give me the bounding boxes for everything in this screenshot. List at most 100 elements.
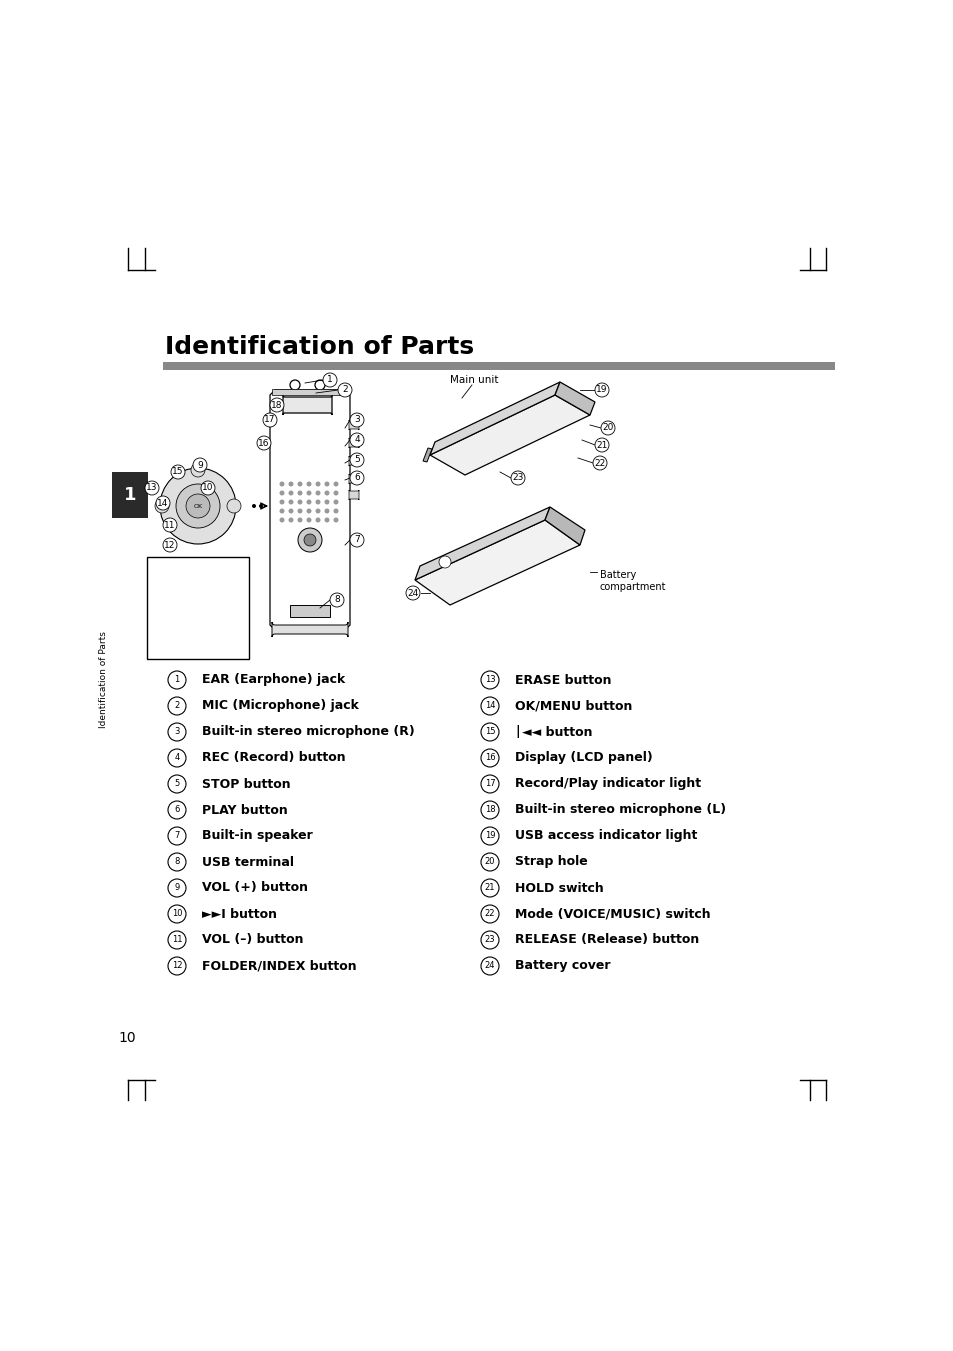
Bar: [163, 362, 834, 370]
Text: 17: 17: [484, 780, 495, 789]
Text: 8: 8: [334, 596, 339, 604]
Circle shape: [290, 380, 299, 390]
Circle shape: [279, 500, 284, 504]
Circle shape: [168, 905, 186, 923]
Circle shape: [306, 481, 312, 486]
Circle shape: [315, 508, 320, 513]
Text: REC (Record) button: REC (Record) button: [202, 751, 345, 765]
Circle shape: [168, 801, 186, 819]
Circle shape: [314, 380, 325, 390]
Text: 15: 15: [172, 467, 184, 477]
Circle shape: [324, 517, 329, 523]
Circle shape: [288, 500, 294, 504]
Text: 22: 22: [594, 458, 605, 467]
Circle shape: [350, 413, 364, 427]
Circle shape: [511, 471, 524, 485]
Text: 14: 14: [157, 499, 169, 508]
Text: EAR (Earphone) jack: EAR (Earphone) jack: [202, 674, 345, 686]
Circle shape: [480, 671, 498, 689]
Text: 6: 6: [354, 473, 359, 482]
Text: RELEASE (Release) button: RELEASE (Release) button: [515, 934, 699, 947]
Circle shape: [168, 748, 186, 767]
Text: OK: OK: [193, 504, 202, 508]
Circle shape: [186, 494, 210, 517]
Circle shape: [306, 500, 312, 504]
Text: 17: 17: [264, 416, 275, 424]
Text: 18: 18: [271, 400, 282, 409]
Circle shape: [297, 500, 302, 504]
Circle shape: [279, 490, 284, 496]
Circle shape: [297, 490, 302, 496]
Circle shape: [145, 481, 159, 494]
Circle shape: [480, 748, 498, 767]
FancyBboxPatch shape: [349, 420, 358, 430]
Text: 21: 21: [596, 440, 607, 450]
Text: OK/MENU button: OK/MENU button: [515, 700, 632, 712]
Circle shape: [334, 481, 338, 486]
Circle shape: [297, 528, 322, 553]
Circle shape: [304, 534, 315, 546]
Circle shape: [288, 517, 294, 523]
Polygon shape: [270, 390, 350, 630]
Text: Main unit: Main unit: [450, 376, 498, 385]
Circle shape: [315, 517, 320, 523]
Circle shape: [168, 697, 186, 715]
Circle shape: [306, 508, 312, 513]
Circle shape: [480, 801, 498, 819]
Bar: [290, 605, 330, 617]
Circle shape: [480, 723, 498, 740]
Circle shape: [593, 457, 606, 470]
Text: 7: 7: [354, 535, 359, 544]
Circle shape: [288, 508, 294, 513]
Text: 4: 4: [174, 754, 179, 762]
Text: VOL (–) button: VOL (–) button: [202, 934, 303, 947]
Circle shape: [154, 499, 169, 513]
Circle shape: [279, 481, 284, 486]
Circle shape: [324, 500, 329, 504]
Text: 11: 11: [164, 520, 175, 530]
Text: STOP button: STOP button: [202, 777, 291, 790]
Polygon shape: [422, 449, 432, 462]
Text: ◄◄ button: ◄◄ button: [521, 725, 592, 739]
Circle shape: [406, 586, 419, 600]
Text: 10: 10: [172, 909, 182, 919]
Text: 23: 23: [484, 935, 495, 944]
Text: Identification of Parts: Identification of Parts: [99, 631, 109, 728]
Text: 19: 19: [484, 831, 495, 840]
Polygon shape: [555, 382, 595, 415]
Circle shape: [350, 453, 364, 467]
Circle shape: [334, 508, 338, 513]
Circle shape: [480, 852, 498, 871]
Circle shape: [324, 508, 329, 513]
FancyBboxPatch shape: [147, 557, 249, 659]
Circle shape: [297, 517, 302, 523]
Text: 9: 9: [197, 461, 203, 470]
Circle shape: [480, 775, 498, 793]
Circle shape: [175, 484, 220, 528]
Circle shape: [171, 465, 185, 480]
Circle shape: [324, 481, 329, 486]
FancyBboxPatch shape: [349, 457, 358, 466]
Circle shape: [252, 504, 255, 508]
Circle shape: [279, 517, 284, 523]
Text: 19: 19: [596, 385, 607, 394]
Text: MIC (Microphone) jack: MIC (Microphone) jack: [202, 700, 358, 712]
Circle shape: [201, 481, 214, 494]
Text: 1: 1: [124, 486, 136, 504]
Circle shape: [350, 434, 364, 447]
Circle shape: [306, 517, 312, 523]
Text: ERASE button: ERASE button: [515, 674, 611, 686]
Circle shape: [480, 931, 498, 948]
FancyBboxPatch shape: [283, 394, 332, 415]
Circle shape: [334, 490, 338, 496]
Text: 3: 3: [354, 416, 359, 424]
Circle shape: [324, 490, 329, 496]
FancyBboxPatch shape: [349, 438, 358, 449]
Text: 14: 14: [484, 701, 495, 711]
Circle shape: [168, 852, 186, 871]
Circle shape: [297, 481, 302, 486]
Text: 5: 5: [174, 780, 179, 789]
Text: 20: 20: [601, 423, 613, 432]
Text: 1: 1: [327, 376, 333, 385]
Text: 16: 16: [258, 439, 270, 447]
